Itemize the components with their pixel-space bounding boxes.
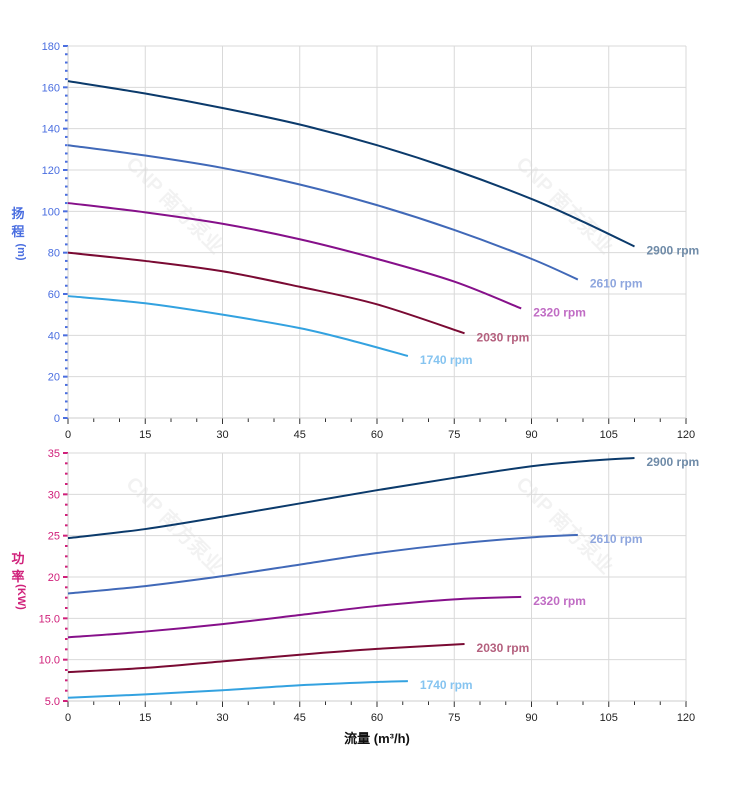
series-label: 2320 rpm [533,305,586,319]
y-axis-title-char: 扬 [11,206,24,221]
y-tick-label: 180 [42,41,60,53]
series-label: 2610 rpm [590,277,643,291]
series-label: 1740 rpm [420,678,473,692]
x-tick-label: 60 [371,712,383,724]
series-line-2900-rpm [67,456,635,540]
series-line-2030-rpm [67,642,465,674]
series-label: 2030 rpm [477,330,530,344]
y-tick-label: 0 [54,413,60,425]
series-line-1740-rpm [67,680,408,699]
x-tick-label: 120 [677,429,695,441]
y-tick-label: 15.0 [39,613,60,625]
x-tick-label: 0 [65,429,71,441]
x-tick-label: 75 [448,712,460,724]
x-tick-label: 105 [600,429,618,441]
y-axis-title-unit: (KW) [15,584,27,610]
y-axis-title-unit: (m) [15,243,27,260]
x-tick-label: 45 [294,712,306,724]
x-axis-title: 流量 (m³/h) [344,731,410,746]
watermark-logo: CNP 南方泵业 [121,152,228,259]
y-axis-title-char: 功 [11,551,24,566]
x-tick-label: 90 [525,712,537,724]
series-line-1740-rpm [67,295,409,357]
y-tick-label: 160 [42,82,60,94]
series-label: 2030 rpm [477,641,530,655]
y-axis-title-char: 程 [11,224,24,239]
y-tick-label: 120 [42,165,60,177]
y-tick-label: 60 [48,289,60,301]
x-tick-label: 0 [65,712,71,724]
y-axis-title-char: 率 [11,569,24,584]
y-tick-label: 5.0 [45,696,60,708]
x-tick-label: 120 [677,712,695,724]
y-tick-label: 35 [48,448,60,460]
x-tick-label: 45 [294,429,306,441]
series-label: 2900 rpm [647,455,700,469]
y-tick-label: 25 [48,531,60,543]
y-tick-label: 20 [48,372,60,384]
series-line-2030-rpm [67,251,465,335]
y-tick-label: 80 [48,248,60,260]
watermark-logo: CNP 南方泵业 [511,472,618,579]
x-tick-label: 60 [371,429,383,441]
y-tick-label: 140 [42,124,60,136]
head-chart: CNP 南方泵业 CNP 南方泵业 0 15 30 45 60 75 90 105 120 0 20 40… [11,41,699,441]
y-tick-label: 10.0 [39,655,60,667]
series-line-2610-rpm [67,533,578,595]
y-tick-label: 30 [48,489,60,501]
series-label: 2900 rpm [647,243,700,257]
x-tick-label: 15 [139,712,151,724]
y-tick-label: 100 [42,206,60,218]
x-tick-label: 90 [525,429,537,441]
x-tick-label: 105 [600,712,618,724]
x-tick-label: 30 [216,712,228,724]
series-line-2900-rpm [67,80,635,248]
series-line-2320-rpm [67,202,522,310]
y-tick-label: 20 [48,572,60,584]
series-line-2610-rpm [67,144,579,281]
series-label: 2320 rpm [533,594,586,608]
series-line-2320-rpm [67,595,522,639]
x-tick-label: 75 [448,429,460,441]
x-tick-label: 30 [216,429,228,441]
series-label: 1740 rpm [420,353,473,367]
y-tick-label: 40 [48,330,60,342]
x-tick-label: 15 [139,429,151,441]
watermark-logo: CNP 南方泵业 [511,152,618,259]
series-label: 2610 rpm [590,532,643,546]
